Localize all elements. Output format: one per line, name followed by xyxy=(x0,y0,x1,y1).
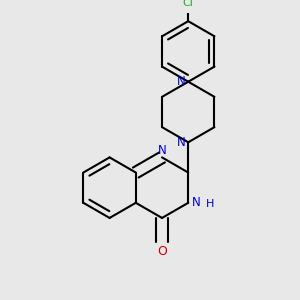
Text: N: N xyxy=(177,75,186,88)
Text: N: N xyxy=(192,196,201,209)
Text: N: N xyxy=(177,136,186,149)
Text: O: O xyxy=(157,244,167,258)
Text: Cl: Cl xyxy=(183,0,194,8)
Text: N: N xyxy=(158,144,166,157)
Text: H: H xyxy=(206,200,214,209)
